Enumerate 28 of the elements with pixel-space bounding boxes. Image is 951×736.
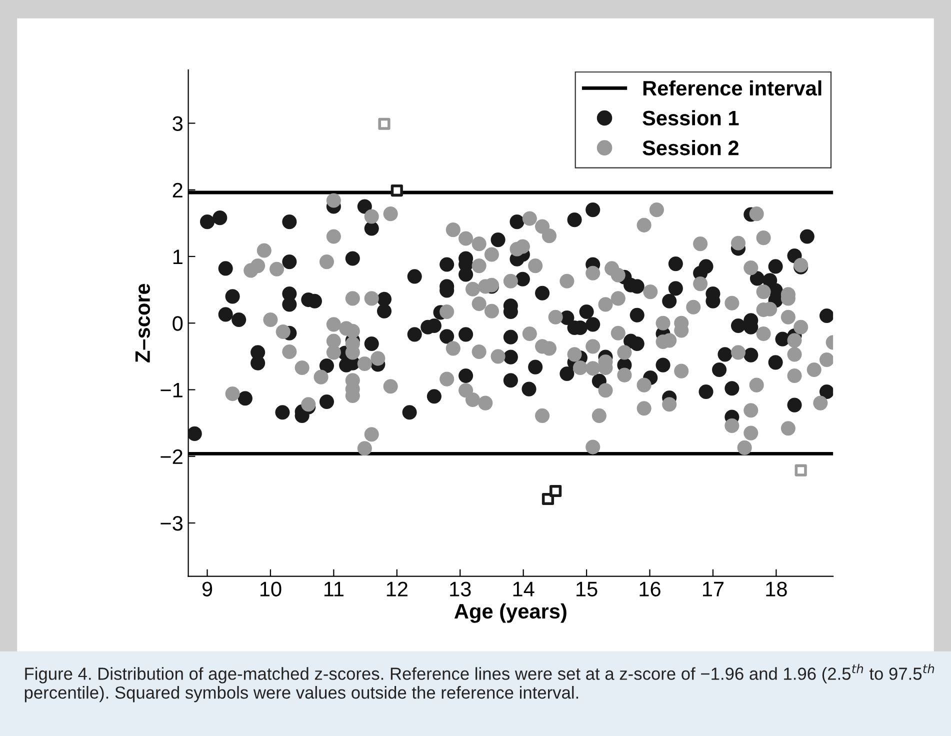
x-tick-label: 10: [260, 582, 282, 596]
point: [378, 118, 390, 130]
x-tick-label: 12: [386, 582, 408, 596]
y-tick-label: 0: [172, 316, 183, 331]
x-axis-title: Age (years): [454, 603, 566, 623]
point: [390, 184, 403, 197]
x-tick-label: 9: [202, 582, 212, 596]
point: [542, 492, 554, 506]
legend-label: Reference interval: [643, 80, 822, 96]
point: [550, 484, 562, 498]
text: Figure 4. Distribution of age-matched z-scores. Reference lines were set at a z-score of −1.96 and 1.96 (2.5$^{th}$ to 97.5$^{th}$ percentile). Squared symbols were values outside the reference interval.: [24, 664, 934, 702]
x-tick-label: 17: [702, 582, 724, 596]
legend-label: Session 2: [642, 140, 738, 156]
x-tick-label: 11: [324, 582, 344, 596]
y-tick-label: 1: [173, 250, 182, 264]
x-tick-label: 14: [513, 582, 534, 596]
y-tick-label: −2: [160, 449, 182, 464]
x-tick-label: 13: [450, 582, 471, 596]
y-tick-label: 2: [172, 182, 182, 198]
x-tick-label: 18: [766, 582, 787, 596]
y-tick-label: 3: [172, 116, 183, 131]
x-tick-label: 15: [576, 582, 598, 596]
point: [794, 464, 807, 476]
legend-label: Session 1: [642, 110, 739, 126]
y-tick-label: −3: [160, 516, 183, 531]
y-axis-title: Z–score: [135, 284, 150, 362]
x-tick-label: 16: [640, 582, 660, 596]
y-tick-label: −1: [160, 382, 182, 398]
